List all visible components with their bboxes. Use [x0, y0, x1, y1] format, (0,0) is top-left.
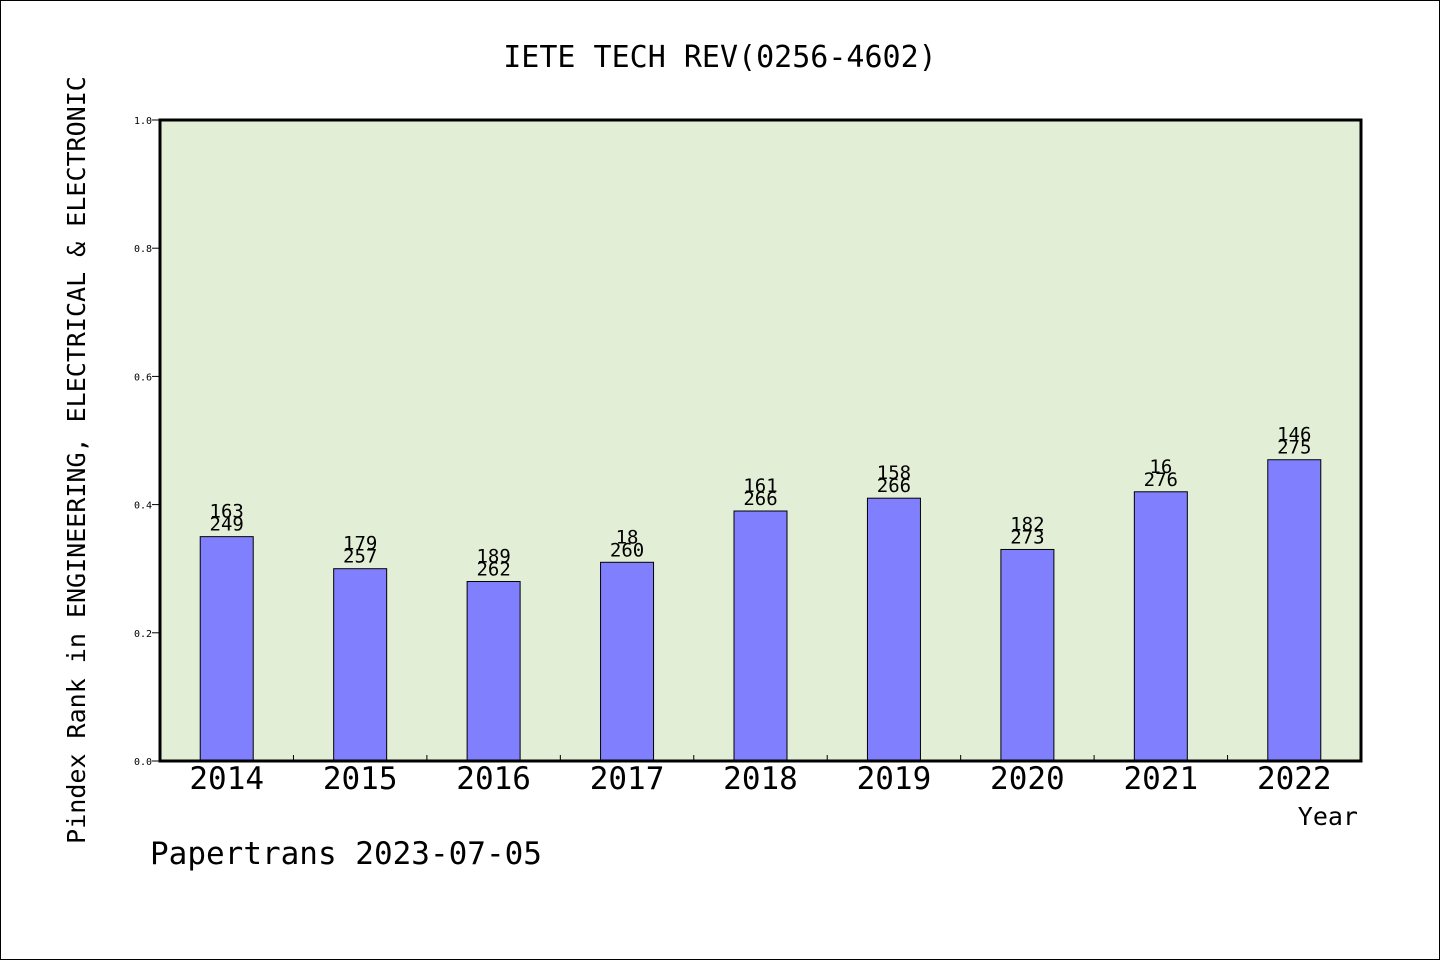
footer-text: Papertrans 2023-07-05	[150, 836, 542, 872]
bar-label-bottom: 249	[210, 514, 244, 536]
y-axis-label: Pindex Rank in ENGINEERING, ELECTRICAL &…	[62, 76, 91, 844]
bar-2018	[733, 510, 788, 762]
bar-label-top: 161	[743, 475, 777, 497]
bar-series	[199, 459, 1322, 762]
bar-label-bottom: 266	[743, 488, 777, 510]
y-tick-label: 1.0	[134, 116, 152, 127]
plot-border	[158, 118, 1363, 763]
x-tick-label: 2015	[323, 761, 398, 797]
x-axis-label: Year	[1298, 802, 1358, 831]
bar-2015	[333, 568, 388, 762]
bar-label-bottom: 275	[1277, 437, 1311, 459]
bar-label-bottom: 260	[610, 539, 644, 561]
chart-title: IETE TECH REV(0256-4602)	[503, 40, 936, 75]
bar-label-top: 158	[877, 462, 911, 484]
bar-2020	[1000, 548, 1055, 762]
bar-label-bottom: 257	[343, 546, 377, 568]
bar-2019	[866, 497, 921, 762]
bar-label-top: 163	[210, 501, 244, 523]
bar-label-bottom: 262	[476, 559, 510, 581]
x-tick-label: 2019	[857, 761, 932, 797]
bar-2016	[466, 581, 521, 762]
x-tick-label: 2014	[189, 761, 264, 797]
bar-2021	[1133, 491, 1188, 762]
bar-label-top: 189	[476, 546, 510, 568]
x-tick-label: 2022	[1257, 761, 1332, 797]
bar-label-top: 18	[616, 526, 639, 548]
bar-label-top: 16	[1149, 456, 1172, 478]
bar-label-top: 182	[1010, 513, 1044, 535]
y-tick-label: 0.6	[134, 372, 152, 383]
bar-label-top: 179	[343, 533, 377, 555]
bar-2017	[600, 561, 655, 762]
bar-2022	[1267, 459, 1322, 762]
x-tick-label: 2021	[1124, 761, 1199, 797]
y-tick-label: 0.2	[134, 629, 152, 640]
bar-label-bottom: 266	[877, 475, 911, 497]
x-axis-tick-labels: 2014 2015 2016 2017 2018 2019 2020 2021 2022	[189, 761, 1331, 797]
bar-label-bottom: 276	[1144, 469, 1178, 491]
x-tick-label: 2018	[723, 761, 798, 797]
bar-label-bottom: 273	[1010, 526, 1044, 548]
bar-2014	[199, 536, 254, 762]
bar-label-top: 146	[1277, 424, 1311, 446]
x-tick-label: 2016	[456, 761, 531, 797]
x-tick-label: 2020	[990, 761, 1065, 797]
y-tick-label: 0.8	[134, 244, 152, 255]
y-tick-label: 0.4	[134, 501, 152, 512]
y-tick-label: 0.0	[134, 757, 152, 768]
x-tick-label: 2017	[590, 761, 665, 797]
